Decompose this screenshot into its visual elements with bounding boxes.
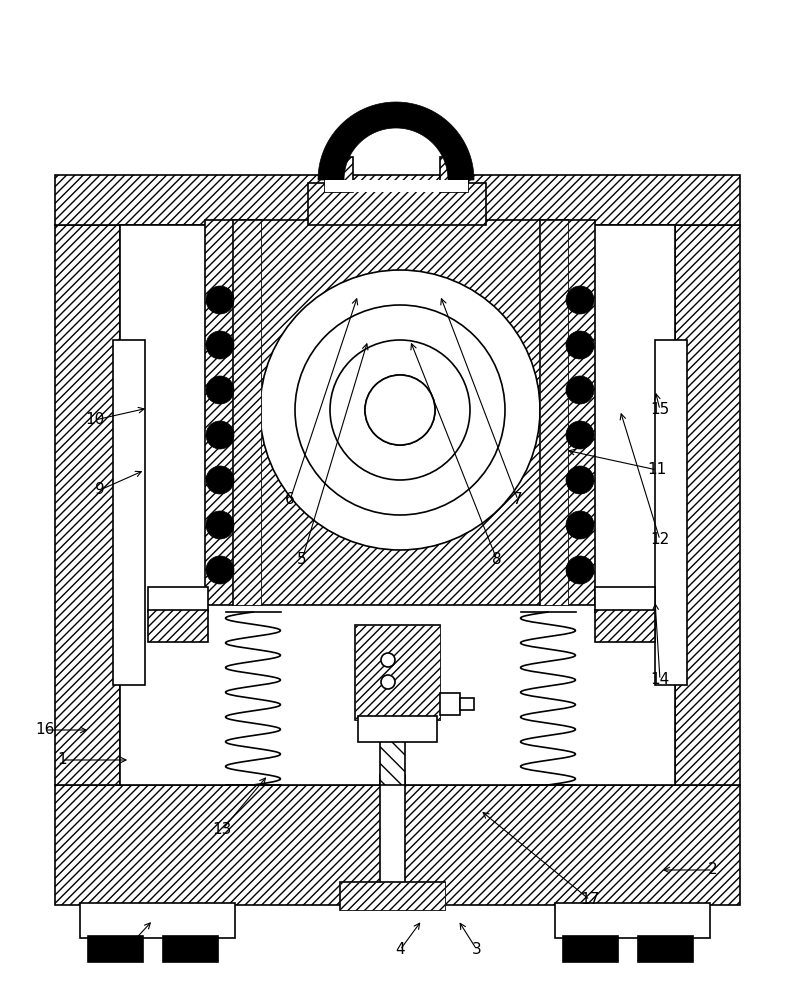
Bar: [355, 625, 440, 720]
Bar: [540, 220, 568, 605]
Bar: [595, 587, 655, 612]
Text: 11: 11: [647, 462, 667, 478]
Circle shape: [566, 421, 594, 449]
Circle shape: [206, 286, 234, 314]
Text: 15: 15: [650, 402, 669, 418]
Text: 1: 1: [57, 752, 67, 768]
Bar: [325, 180, 468, 192]
Circle shape: [566, 466, 594, 494]
Circle shape: [381, 653, 395, 667]
Text: 12: 12: [650, 532, 669, 548]
Text: 16: 16: [36, 722, 55, 738]
Bar: [163, 936, 218, 962]
Bar: [148, 587, 208, 612]
Circle shape: [295, 305, 505, 515]
Bar: [233, 220, 261, 605]
Text: 4: 4: [395, 942, 404, 958]
Bar: [563, 936, 618, 962]
Text: 8: 8: [492, 552, 502, 568]
Bar: [113, 340, 145, 685]
Bar: [675, 225, 740, 785]
Bar: [358, 716, 437, 742]
Bar: [638, 936, 693, 962]
Bar: [160, 685, 450, 785]
Bar: [325, 157, 353, 192]
Bar: [440, 693, 460, 715]
Bar: [55, 175, 740, 225]
Bar: [308, 183, 486, 225]
Circle shape: [206, 556, 234, 584]
Bar: [380, 775, 405, 905]
Bar: [355, 625, 440, 720]
Circle shape: [381, 675, 395, 689]
Bar: [450, 685, 675, 785]
Text: 6: 6: [285, 492, 295, 508]
Bar: [88, 936, 143, 962]
Circle shape: [206, 511, 234, 539]
Circle shape: [566, 556, 594, 584]
Text: 10: 10: [86, 412, 105, 428]
Text: 17: 17: [580, 892, 600, 908]
Bar: [340, 882, 445, 910]
Bar: [380, 720, 405, 785]
Circle shape: [206, 331, 234, 359]
Bar: [555, 903, 710, 938]
Bar: [460, 698, 474, 710]
Bar: [655, 340, 687, 685]
Bar: [440, 157, 468, 192]
Circle shape: [566, 331, 594, 359]
Bar: [80, 903, 235, 938]
Circle shape: [330, 340, 470, 480]
Circle shape: [206, 421, 234, 449]
Circle shape: [365, 375, 435, 445]
Text: 14: 14: [650, 672, 669, 688]
Polygon shape: [318, 102, 474, 180]
Circle shape: [566, 511, 594, 539]
Text: 5: 5: [297, 552, 307, 568]
Bar: [120, 225, 675, 785]
Bar: [55, 785, 740, 905]
Text: 18: 18: [121, 938, 140, 952]
Bar: [340, 882, 445, 910]
Bar: [540, 220, 568, 605]
Text: 2: 2: [708, 862, 718, 878]
Bar: [233, 220, 261, 605]
Circle shape: [206, 466, 234, 494]
Circle shape: [566, 286, 594, 314]
Bar: [148, 610, 208, 642]
Circle shape: [260, 270, 540, 550]
Text: 7: 7: [513, 492, 523, 508]
Circle shape: [365, 375, 435, 445]
Text: 3: 3: [472, 942, 482, 958]
Bar: [205, 220, 595, 605]
Circle shape: [566, 376, 594, 404]
Bar: [595, 610, 655, 642]
Circle shape: [206, 376, 234, 404]
Bar: [55, 225, 120, 785]
Text: 9: 9: [95, 483, 105, 497]
Text: 13: 13: [213, 822, 232, 838]
